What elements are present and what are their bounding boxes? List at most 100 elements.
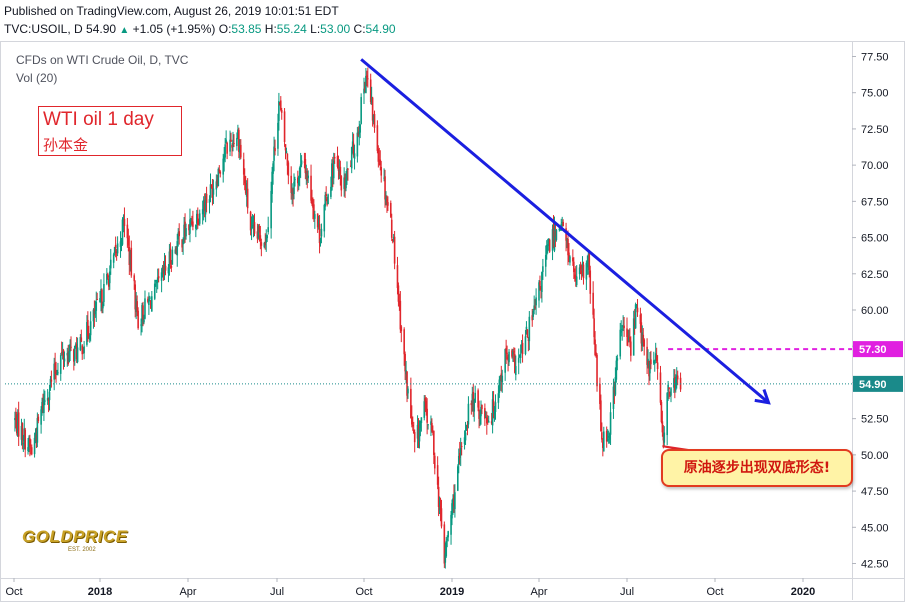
candle-body — [539, 281, 541, 286]
candle-body — [148, 299, 150, 306]
candle-body — [619, 329, 622, 357]
candle-body — [143, 319, 145, 323]
candle-body — [660, 401, 663, 423]
price-tick-label: 72.50 — [861, 124, 889, 136]
candle-body — [526, 329, 529, 337]
candle-body — [648, 360, 650, 377]
candle-body — [271, 171, 273, 194]
candle-body — [519, 353, 522, 358]
candle-body — [643, 339, 646, 347]
candle-body — [517, 357, 520, 363]
candle-body — [218, 169, 221, 172]
candle-body — [30, 447, 33, 455]
candle-body — [675, 375, 678, 379]
candle-body — [470, 403, 473, 406]
candle-body — [666, 393, 668, 436]
candle-body — [389, 202, 392, 217]
candle-body — [332, 160, 335, 179]
candle-body — [189, 219, 191, 234]
candle-body — [246, 188, 249, 209]
candle-body — [370, 97, 373, 104]
candle-body — [574, 275, 577, 282]
candle-body — [238, 129, 240, 152]
candle-body — [258, 226, 261, 233]
candle-body — [497, 393, 500, 403]
candle-body — [314, 214, 316, 219]
candle-body — [573, 261, 575, 273]
candle-body — [59, 355, 62, 374]
candle-body — [83, 346, 85, 354]
candle-body — [358, 131, 361, 135]
candle-body — [457, 466, 459, 491]
candle-body — [438, 507, 441, 511]
candle-body — [331, 165, 334, 176]
candle-body — [245, 190, 248, 197]
open-value: 53.85 — [231, 22, 262, 36]
candle-body — [477, 390, 479, 408]
candle-body — [43, 399, 45, 414]
candle-body — [312, 204, 314, 208]
candle-body — [222, 158, 225, 175]
candle-body — [494, 402, 497, 412]
candle-body — [48, 391, 51, 401]
candle-body — [596, 354, 598, 387]
candle-body — [646, 346, 648, 365]
candle-body — [559, 229, 562, 231]
series-legend[interactable]: CFDs on WTI Crude Oil, D, TVC — [16, 53, 189, 67]
candle-body — [162, 265, 165, 274]
candle-body — [398, 302, 401, 304]
time-tick-label: Apr — [179, 586, 196, 598]
candle-body — [487, 421, 490, 423]
open-label: O: — [218, 22, 232, 36]
candle-body — [527, 339, 530, 341]
annotation-title-box: WTI oil 1 day 孙本金 — [38, 106, 182, 156]
candle-body — [41, 401, 43, 410]
candle-body — [626, 328, 628, 337]
up-triangle-icon: ▲ — [119, 25, 130, 36]
candle-body — [56, 373, 58, 375]
candle-body — [115, 251, 118, 254]
low-value: 53.00 — [320, 22, 351, 36]
candle-body — [336, 155, 339, 167]
candle-body — [267, 227, 269, 233]
candle-body — [239, 147, 241, 153]
candle-body — [107, 273, 109, 277]
candle-body — [17, 412, 20, 437]
candle-body — [525, 326, 528, 334]
candle-body — [654, 353, 657, 361]
candle-body — [260, 242, 263, 246]
candle-body — [532, 310, 534, 317]
candle-body — [291, 192, 293, 194]
candle-body — [411, 425, 414, 427]
candle-body — [623, 325, 625, 329]
candle-body — [572, 257, 574, 262]
candle-body — [417, 426, 420, 440]
candle-body — [350, 147, 353, 169]
candle-body — [21, 423, 24, 440]
candle-body — [633, 318, 636, 326]
candle-body — [581, 263, 584, 271]
candle-body — [80, 337, 83, 342]
trendline-arrowhead — [754, 389, 771, 405]
candle-body — [183, 224, 185, 242]
candle-body — [319, 239, 322, 242]
candle-body — [479, 414, 481, 416]
candle-body — [427, 424, 429, 426]
candle-body — [208, 199, 211, 203]
candle-body — [588, 253, 591, 271]
candle-body — [595, 352, 597, 355]
volume-legend[interactable]: Vol (20) — [16, 71, 58, 85]
candle-body — [185, 228, 187, 237]
candle-body — [20, 425, 23, 440]
candle-body — [297, 176, 300, 186]
candle-body — [279, 102, 281, 104]
candle-body — [420, 417, 423, 424]
time-tick-label: 2020 — [791, 586, 815, 598]
candle-body — [674, 377, 677, 391]
candle-body — [313, 204, 315, 218]
candle-body — [565, 228, 567, 241]
candle-body — [178, 231, 180, 237]
candle-body — [272, 163, 274, 174]
candle-body — [474, 392, 476, 403]
